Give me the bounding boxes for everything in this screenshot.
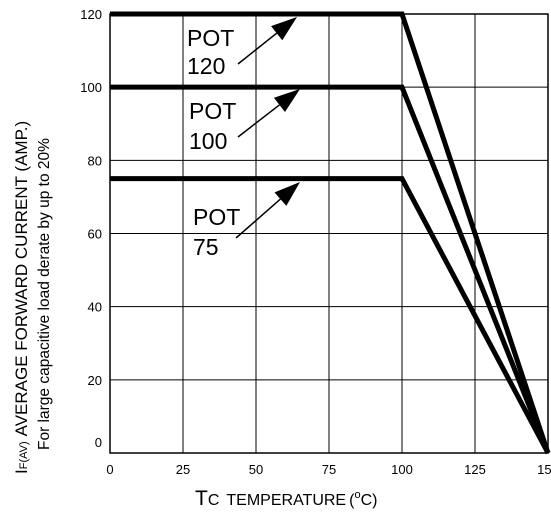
x-tick-label: 50 <box>249 462 263 477</box>
series-line <box>110 176 551 455</box>
x-tick-label: 125 <box>464 462 486 477</box>
series-annotation-line2: 120 <box>187 53 225 79</box>
x-tick-label: 75 <box>322 462 336 477</box>
y-tick-label: 60 <box>88 227 102 242</box>
annotation-arrow-shaft <box>237 104 280 138</box>
annotation-arrow-head <box>273 89 300 113</box>
series-annotation-line2: 100 <box>189 128 227 154</box>
x-tick-labels: 0 25 50 75 100 125 150 <box>106 462 551 477</box>
y-tick-label: 80 <box>88 153 102 168</box>
x-axis-label: TC TEMPERATURE (oC) <box>195 487 377 510</box>
x-tick-label: 100 <box>391 462 413 477</box>
annotation-arrow-head <box>271 17 297 41</box>
y-axis-label: IF(AV)AVERAGE FORWARD CURRENT (AMP.) <box>12 121 31 474</box>
series-annotation-line1: POT <box>189 98 236 124</box>
y-tick-label: 120 <box>80 7 102 22</box>
annotation-arrow-shaft <box>237 32 278 65</box>
series-annotation-line1: POT <box>193 204 240 230</box>
annotation-arrow-head <box>274 182 300 206</box>
y-axis-label-line2: For large capacitive load derate by up t… <box>36 138 53 450</box>
y-tick-label: 40 <box>88 300 102 315</box>
series-lines <box>110 11 551 455</box>
y-tick-label: 20 <box>88 373 102 388</box>
annotation-arrow-shaft <box>235 198 281 239</box>
x-tick-label: 0 <box>106 462 113 477</box>
y-tick-label: 100 <box>80 80 102 95</box>
y-tick-labels: 0 20 40 60 80 100 120 <box>80 7 102 450</box>
grid <box>110 14 548 453</box>
series-line <box>110 11 551 454</box>
series-annotation-line2: 75 <box>193 234 219 260</box>
series-line <box>110 84 551 454</box>
y-tick-label: 0 <box>95 435 102 450</box>
series-annotation-line1: POT <box>187 25 234 51</box>
x-tick-label: 150 <box>537 462 551 477</box>
x-tick-label: 25 <box>176 462 190 477</box>
